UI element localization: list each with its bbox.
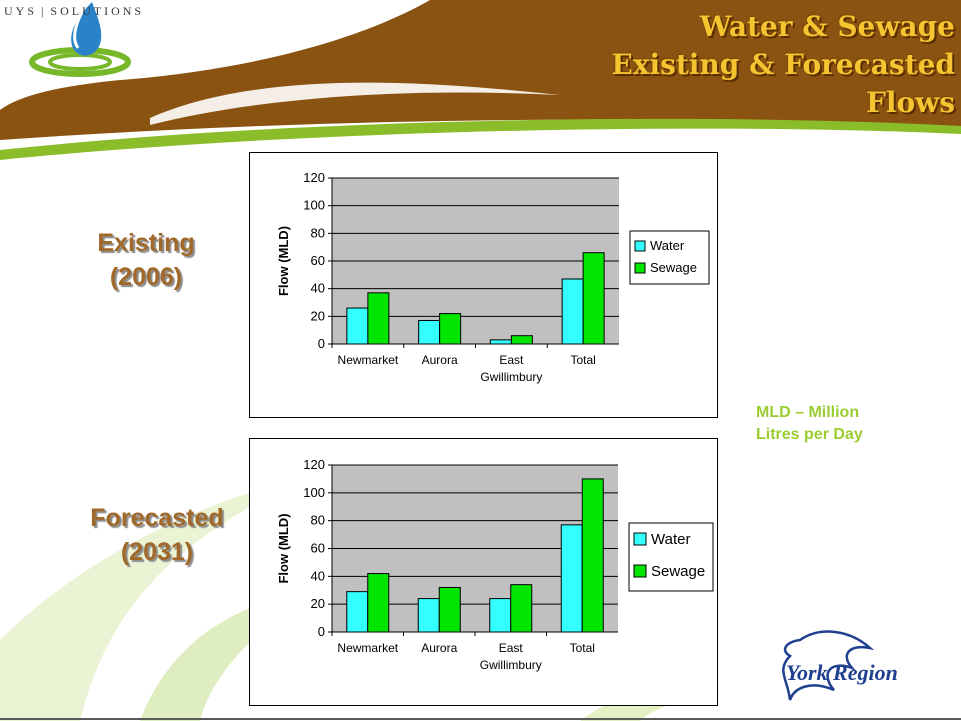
y-tick-label: 60 bbox=[311, 541, 325, 556]
y-axis-label: Flow (MLD) bbox=[276, 513, 291, 583]
york-region-maple-icon bbox=[782, 630, 875, 701]
logo-text-right: SOLUTIONS bbox=[50, 4, 145, 18]
unit-note: MLD – Million Litres per Day bbox=[756, 402, 863, 446]
slide-title-line-3: Flows bbox=[865, 86, 955, 119]
y-tick-label: 120 bbox=[303, 457, 325, 472]
y-tick-label: 40 bbox=[311, 281, 325, 296]
x-tick-label: Gwillimbury bbox=[480, 658, 542, 672]
bar-water-east-gwillimbury bbox=[489, 339, 512, 345]
y-tick-label: 20 bbox=[311, 308, 325, 323]
existing-label-line-2: (2006) bbox=[109, 263, 183, 291]
forecasted-flows-chart: 0 20 40 60 80 100 120 Newmarket Aurora East Gwilli… bbox=[249, 438, 718, 706]
legend-swatch-sewage bbox=[634, 262, 646, 274]
y-axis-label: Flow (MLD) bbox=[276, 226, 291, 296]
unit-note-line-2: Litres per Day bbox=[756, 426, 863, 443]
bar-water-total bbox=[560, 524, 583, 633]
bottom-left-swoosh bbox=[0, 480, 300, 721]
slide-title: Water & Sewage Existing & Forecasted Flo… bbox=[611, 8, 955, 122]
legend-label-sewage: Sewage bbox=[650, 260, 697, 275]
header-white-swoosh bbox=[0, 0, 430, 110]
bar-sewage-newmarket bbox=[367, 573, 390, 633]
forecasted-label-line-2: (2031) bbox=[120, 538, 194, 566]
bar-sewage-aurora bbox=[438, 586, 461, 633]
bar-sewage-newmarket bbox=[367, 292, 390, 345]
bar-water-aurora bbox=[418, 319, 441, 345]
y-tick-label: 20 bbox=[311, 596, 325, 611]
bar-sewage-total bbox=[582, 252, 605, 345]
bar-water-newmarket bbox=[346, 591, 369, 633]
x-tick-label: Total bbox=[570, 353, 595, 367]
existing-label-line-1: Existing bbox=[97, 229, 195, 257]
bar-sewage-total bbox=[581, 478, 604, 633]
x-tick-label: East bbox=[499, 353, 524, 367]
y-tick-label: 40 bbox=[311, 568, 325, 583]
forecasted-flows-chart-svg: 0 20 40 60 80 100 120 Newmarket Aurora East Gwilli… bbox=[276, 457, 714, 672]
forecasted-section-label: Forecasted (2031) bbox=[62, 501, 252, 569]
legend-label-water: Water bbox=[651, 531, 690, 548]
water-drop-logo-icon bbox=[29, 2, 131, 77]
slide-title-line-2: Existing & Forecasted bbox=[611, 48, 955, 81]
x-tick-label: Aurora bbox=[422, 353, 458, 367]
legend-swatch-water bbox=[634, 240, 646, 252]
bottom-swoosh-2 bbox=[140, 590, 320, 721]
legend-label-water: Water bbox=[650, 238, 685, 253]
legend-swatch-sewage bbox=[633, 564, 647, 578]
y-tick-label: 80 bbox=[311, 225, 325, 240]
bar-sewage-aurora bbox=[439, 313, 462, 345]
y-tick-label: 100 bbox=[303, 198, 325, 213]
legend-box bbox=[629, 230, 710, 285]
x-tick-label: Aurora bbox=[421, 641, 457, 655]
header-white-swoosh-inner bbox=[150, 82, 560, 125]
y-tick-label: 0 bbox=[318, 624, 325, 639]
y-tick-label: 60 bbox=[311, 253, 325, 268]
legend-label-sewage: Sewage bbox=[651, 563, 705, 580]
bar-water-east-gwillimbury bbox=[489, 598, 512, 633]
york-region-logo-text: York Region bbox=[786, 660, 898, 685]
header-green-stripe bbox=[0, 118, 961, 160]
x-tick-label: Total bbox=[570, 641, 595, 655]
bar-sewage-east-gwillimbury bbox=[510, 584, 533, 633]
existing-flows-chart-svg: 0 20 40 60 80 100 120 Newmarket Aurora East Gwilli… bbox=[276, 170, 710, 384]
existing-flows-chart: 0 20 40 60 80 100 120 Newmarket Aurora East Gwilli… bbox=[249, 152, 718, 418]
y-tick-label: 100 bbox=[303, 485, 325, 500]
unit-note-line-1: MLD – Million bbox=[756, 404, 860, 421]
y-tick-label: 120 bbox=[303, 170, 325, 185]
x-tick-label: East bbox=[499, 641, 524, 655]
bar-water-total bbox=[561, 278, 584, 345]
existing-section-label: Existing (2006) bbox=[76, 226, 216, 294]
logo-text-left: UYS bbox=[4, 4, 38, 18]
x-tick-label: Newmarket bbox=[337, 641, 398, 655]
y-tick-label: 80 bbox=[311, 513, 325, 528]
legend-swatch-water bbox=[633, 532, 647, 546]
y-tick-label: 0 bbox=[318, 336, 325, 351]
forecasted-label-line-1: Forecasted bbox=[90, 504, 224, 532]
slide-title-line-1: Water & Sewage bbox=[699, 10, 955, 43]
company-logo-text: UYS | SOLUTIONS bbox=[4, 4, 145, 18]
x-tick-label: Gwillimbury bbox=[480, 370, 542, 384]
bar-water-newmarket bbox=[346, 307, 369, 345]
bar-water-aurora bbox=[417, 598, 440, 633]
bar-sewage-east-gwillimbury bbox=[510, 335, 533, 345]
x-tick-label: Newmarket bbox=[338, 353, 399, 367]
